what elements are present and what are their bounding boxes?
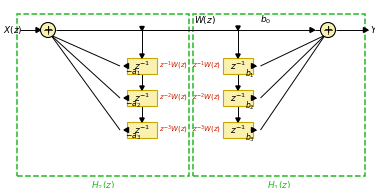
Polygon shape	[124, 64, 129, 68]
Text: $z^{-1}$: $z^{-1}$	[230, 92, 246, 104]
Text: +: +	[43, 25, 52, 35]
FancyBboxPatch shape	[223, 122, 253, 138]
Polygon shape	[236, 26, 240, 30]
Text: $-a_2$: $-a_2$	[125, 100, 141, 111]
Polygon shape	[124, 127, 129, 133]
FancyBboxPatch shape	[223, 90, 253, 106]
Text: $b_3$: $b_3$	[245, 132, 255, 145]
Text: $z^{-1}$: $z^{-1}$	[230, 60, 246, 72]
Polygon shape	[36, 27, 40, 33]
FancyBboxPatch shape	[127, 58, 157, 74]
Text: $-a_1$: $-a_1$	[125, 68, 141, 79]
FancyBboxPatch shape	[127, 90, 157, 106]
Polygon shape	[252, 64, 256, 68]
Polygon shape	[140, 27, 144, 30]
Text: $H_1(z)$: $H_1(z)$	[267, 179, 291, 188]
Text: $z^{-1}$: $z^{-1}$	[134, 92, 150, 104]
Polygon shape	[252, 127, 256, 133]
Text: $Y(z)$: $Y(z)$	[370, 24, 375, 36]
Text: $W(z)$: $W(z)$	[194, 14, 216, 26]
Text: $z^{-3}W(z)$: $z^{-3}W(z)$	[159, 124, 188, 136]
Polygon shape	[124, 96, 129, 100]
Text: $H_2(z)$: $H_2(z)$	[91, 179, 115, 188]
Text: $z^{-3}W(z)$: $z^{-3}W(z)$	[192, 124, 221, 136]
Text: $z^{-2}W(z)$: $z^{-2}W(z)$	[159, 92, 188, 104]
Polygon shape	[363, 27, 368, 33]
Text: $z^{-1}$: $z^{-1}$	[230, 124, 246, 136]
Polygon shape	[236, 86, 240, 90]
Text: $X(z)$: $X(z)$	[3, 24, 22, 36]
Polygon shape	[140, 54, 144, 58]
Text: $b_1$: $b_1$	[245, 68, 255, 80]
Circle shape	[40, 23, 56, 37]
FancyBboxPatch shape	[127, 122, 157, 138]
Text: $z^{-1}W(z)$: $z^{-1}W(z)$	[159, 60, 188, 72]
FancyBboxPatch shape	[223, 58, 253, 74]
Bar	[17, 14, 189, 176]
Text: +: +	[323, 25, 333, 35]
Text: $-a_3$: $-a_3$	[125, 132, 141, 143]
Text: $z^{-2}W(z)$: $z^{-2}W(z)$	[192, 92, 221, 104]
Text: $b_2$: $b_2$	[245, 100, 255, 112]
Polygon shape	[236, 118, 240, 122]
Polygon shape	[236, 54, 240, 58]
Text: $z^{-1}W(z)$: $z^{-1}W(z)$	[192, 60, 221, 72]
Polygon shape	[140, 118, 144, 122]
Circle shape	[321, 23, 336, 37]
Polygon shape	[310, 27, 315, 33]
Text: $z^{-1}$: $z^{-1}$	[134, 124, 150, 136]
Polygon shape	[252, 96, 256, 100]
Text: $b_0$: $b_0$	[260, 14, 271, 26]
Text: $z^{-1}$: $z^{-1}$	[134, 60, 150, 72]
Bar	[193, 14, 365, 176]
Polygon shape	[140, 86, 144, 90]
